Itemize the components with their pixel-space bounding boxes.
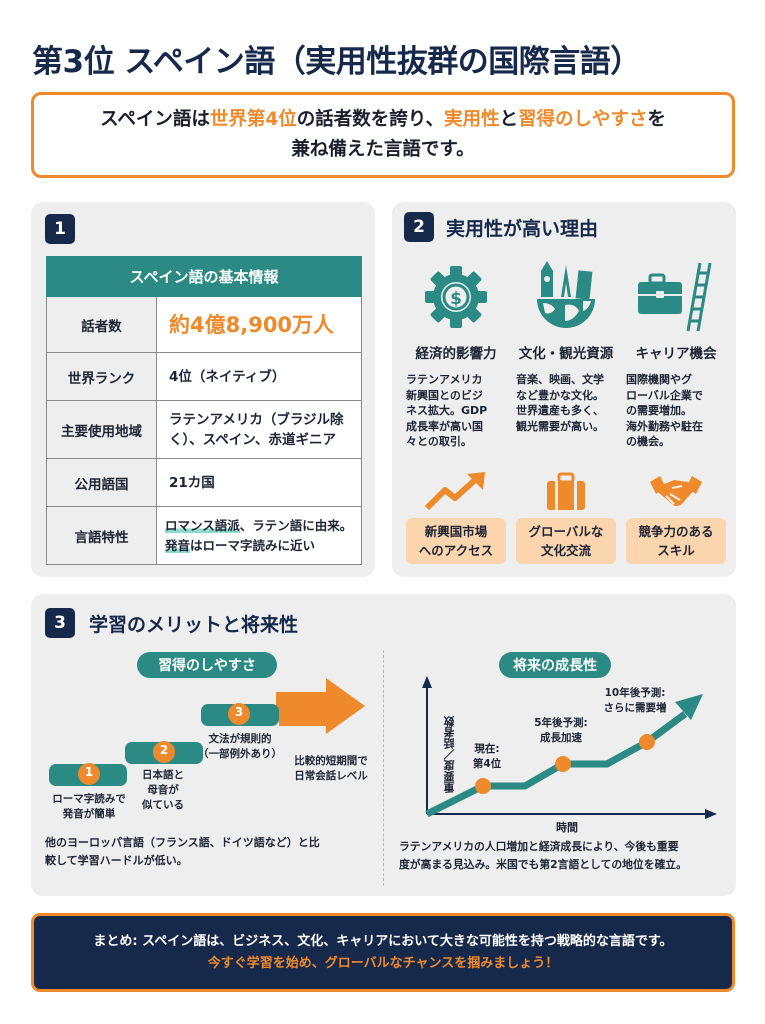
svg-text:$: $: [450, 289, 462, 309]
intro-text: スペイン語は: [100, 109, 210, 130]
intro-text: と: [499, 109, 519, 130]
step-number: 2: [159, 743, 169, 757]
globe-landmarks-icon: [510, 258, 622, 336]
summary-line-2: 今すぐ学習を始め、グローバルなチャンスを掴みましょう！: [207, 955, 559, 971]
annotation-now: 現在: 第4位: [472, 743, 502, 770]
section-number-badge: 1: [45, 214, 75, 244]
intro-highlight: 習得のしやすさ: [518, 109, 648, 130]
learning-merits-panel: 3 学習のメリットと将来性 習得のしやすさ 1 2 3 ローマ字読みで 発音が簡単…: [31, 594, 736, 896]
intro-highlight: 世界第4位: [209, 109, 297, 130]
intro-box: スペイン語は世界第4位の話者数を誇り、実用性と習得のしやすさを 兼ね備えた言語で…: [31, 92, 735, 178]
step-2-text: 日本語と 母音が 似ている: [142, 769, 184, 811]
table-row: 主要使用地域 ラテンアメリカ（ブラジル除 く）、スペイン、赤道ギニア: [46, 400, 362, 459]
table-row: 公用語国 21カ国: [46, 458, 362, 507]
growth-pill: 将来の成長性: [499, 652, 611, 678]
staircase-diagram: [49, 678, 365, 786]
value-text: はローマ字読みに近い: [190, 537, 316, 553]
table-row: 世界ランク 4位（ネイティブ）: [46, 352, 362, 401]
goal-text: 比較的短期間で 日常会話レベル: [294, 755, 368, 782]
gear-dollar-icon: $: [400, 258, 512, 336]
value-text: 、ラテン語に由来。: [239, 517, 353, 533]
growth-chart: [422, 676, 717, 819]
intro-line-1: スペイン語は世界第4位の話者数を誇り、実用性と習得のしやすさを: [100, 105, 666, 135]
basic-info-table: スペイン語の基本情報 話者数 約4億8,900万人 世界ランク 4位（ネイティブ…: [46, 256, 362, 565]
reason-column-career: キャリア機会 国際機関やグ ローバル企業で の需要増加。 海外勤務や駐在 の機会。 競争…: [620, 258, 732, 564]
reason-heading: 経済的影響力: [415, 346, 497, 362]
benefit-tag: グローバルな 文化交流: [516, 518, 616, 564]
row-key: 主要使用地域: [46, 400, 157, 459]
row-value: ラテンアメリカ（ブラジル除 く）、スペイン、赤道ギニア: [156, 400, 362, 459]
reason-column-culture: 文化・観光資源 音楽、映画、文学 など豊かな文化。 世界遺産も多く、 観光需要が高い。…: [510, 258, 622, 564]
basic-info-panel: 1 スペイン語の基本情報 話者数 約4億8,900万人 世界ランク 4位（ネイテ…: [31, 202, 375, 577]
briefcase-ladder-icon: [620, 258, 732, 336]
speaker-count-value: 約4億8,900万人: [156, 296, 362, 353]
benefit-tag: 新興国市場 へのアクセス: [406, 518, 506, 564]
chart-x-label: 時間: [556, 821, 578, 834]
intro-line-2: 兼ね備えた言語です。: [291, 139, 475, 160]
intro-text: を: [647, 109, 666, 130]
ease-note: 他のヨーロッパ言語（フランス語、ドイツ語など）と比 較して学習ハードルが低い。: [45, 836, 320, 867]
table-row: 言語特性 ロマンス語派、ラテン語に由来。 発音はローマ字読みに近い: [46, 506, 362, 565]
row-key: 公用語国: [46, 458, 157, 507]
section-title: 学習のメリットと将来性: [89, 614, 299, 636]
benefit-tag: 競争力のある スキル: [626, 518, 726, 564]
growth-note: ラテンアメリカの人口増加と経済成長により、今後も重要 度が高まる見込み。米国でも第…: [399, 840, 687, 871]
underlined-term: 発音: [165, 537, 191, 553]
suitcase-icon: [510, 466, 622, 512]
row-key: 世界ランク: [46, 352, 157, 401]
reason-heading: 文化・観光資源: [518, 346, 614, 362]
underlined-term: ロマンス語派: [165, 517, 240, 533]
section-number-badge: 2: [404, 212, 434, 242]
reason-description: ラテンアメリカ 新興国とのビジ ネス拡大。GDP 成長率が高い国 々との取引。: [406, 373, 488, 448]
step-3-text: 文法が規則的 （一部例外あり）: [198, 733, 282, 760]
reason-heading: キャリア機会: [635, 346, 717, 362]
trend-up-arrow-icon: [400, 466, 512, 512]
intro-highlight: 実用性: [443, 109, 500, 130]
summary-line-1: まとめ: スペイン語は、ビジネス、文化、キャリアにおいて大きな可能性を持つ戦略的…: [93, 933, 673, 949]
ease-pill: 習得のしやすさ: [137, 652, 277, 678]
step-1-text: ローマ字読みで 発音が簡単: [52, 793, 126, 820]
reason-description: 国際機関やグ ローバル企業で の需要増加。 海外勤務や駐在 の機会。: [626, 373, 703, 448]
column-divider: [383, 650, 384, 886]
step-number: 1: [84, 765, 94, 779]
annotation-5yr: 5年後予測: 成長加速: [534, 717, 588, 744]
value-line: ラテンアメリカ（ブラジル除: [169, 411, 344, 428]
reason-description: 音楽、映画、文学 など豊かな文化。 世界遺産も多く、 観光需要が高い。: [516, 373, 604, 433]
table-title: スペイン語の基本情報: [46, 256, 362, 297]
row-value: ロマンス語派、ラテン語に由来。 発音はローマ字読みに近い: [156, 506, 362, 565]
value-line: く）、スペイン、赤道ギニア: [169, 431, 336, 448]
row-value: 4位（ネイティブ）: [156, 352, 362, 401]
step-number-icons: [78, 703, 250, 785]
intro-text: の話者数を誇り、: [296, 109, 444, 130]
annotation-10yr: 10年後予測: さらに需要増: [603, 687, 667, 714]
row-key: 言語特性: [46, 506, 157, 565]
step-number: 3: [234, 705, 244, 719]
reason-column-economy: $ 経済的影響力 ラテンアメリカ 新興国とのビジ ネス拡大。GDP 成長率が高い国 々と…: [400, 258, 512, 564]
row-key: 話者数: [46, 296, 157, 353]
practicality-panel: 2 実用性が高い理由 $ 経済的影響力: [392, 202, 736, 577]
page-title: 第3位 スペイン語（実用性抜群の国際言語）: [32, 44, 641, 80]
summary-box: まとめ: スペイン語は、ビジネス、文化、キャリアにおいて大きな可能性を持つ戦略的…: [31, 913, 735, 992]
row-value: 21カ国: [156, 458, 362, 507]
section-number-badge: 3: [45, 608, 75, 638]
handshake-icon: [620, 466, 732, 512]
table-row: 話者数 約4億8,900万人: [46, 296, 362, 353]
section-title: 実用性が高い理由: [446, 218, 599, 240]
